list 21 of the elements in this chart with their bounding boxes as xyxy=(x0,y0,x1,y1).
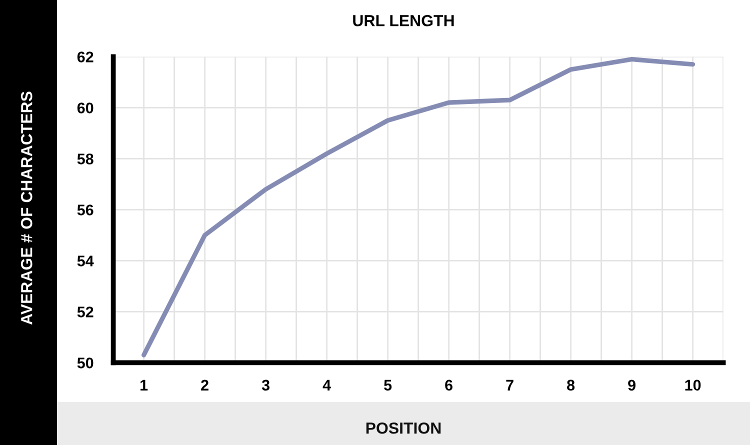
x-tick-label: 1 xyxy=(140,380,148,390)
x-tick-label: 2 xyxy=(201,380,208,390)
line-series xyxy=(142,56,696,358)
x-axis-title: POSITION xyxy=(366,422,441,434)
x-tick-label: 3 xyxy=(262,380,270,391)
x-tick-label: 8 xyxy=(567,380,575,391)
x-tick-label: 10 xyxy=(685,380,701,391)
x-tick-label: 6 xyxy=(445,380,452,391)
y-tick-label: 50 xyxy=(77,358,94,368)
x-tick-label: 7 xyxy=(506,380,514,390)
y-tick-label: 60 xyxy=(77,102,94,114)
y-tick-label: 62 xyxy=(77,52,94,62)
y-tick-label: 56 xyxy=(77,204,94,216)
x-tick-label: 9 xyxy=(628,380,636,391)
y-tick-label: 52 xyxy=(77,306,94,318)
y-tick-label: 54 xyxy=(77,256,94,266)
y-axis-title: AVERAGE # OF CHARACTERS xyxy=(20,92,32,325)
x-tick-label: 4 xyxy=(322,380,331,390)
y-tick-label: 58 xyxy=(77,154,94,164)
chart-title: URL LENGTH xyxy=(353,14,454,26)
x-tick-label: 5 xyxy=(384,380,392,391)
